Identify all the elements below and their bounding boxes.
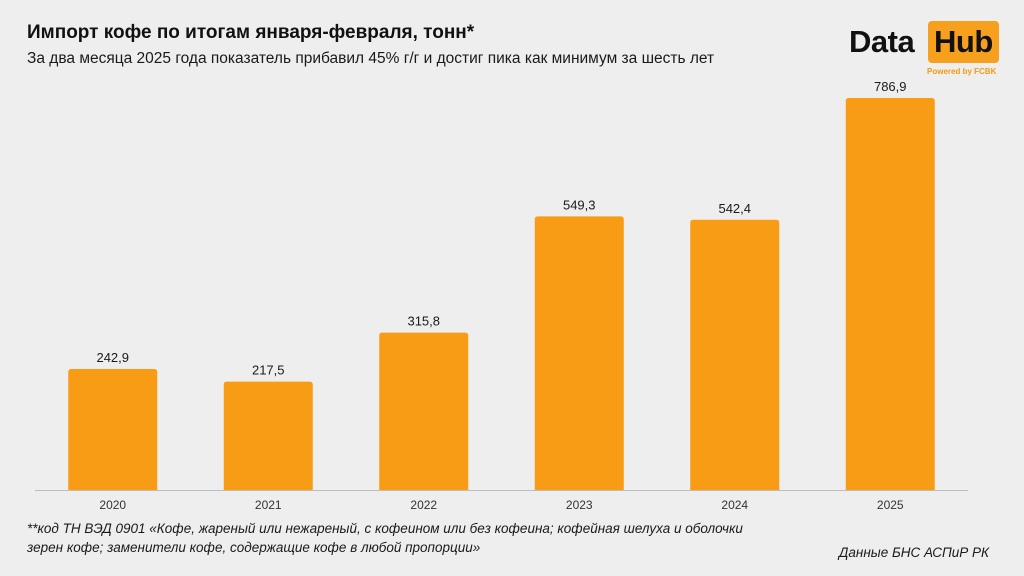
source-note: Данные БНС АСПиР РК (838, 545, 989, 560)
x-tick-label-2022: 2022 (410, 498, 437, 512)
bar-2023 (534, 216, 624, 490)
value-label-2025: 786,9 (874, 79, 907, 94)
x-tick-label-2023: 2023 (566, 498, 593, 512)
chart-subtitle: За два месяца 2025 года показатель приба… (27, 50, 715, 67)
value-label-2023: 549,3 (563, 197, 596, 212)
x-tick-label-2025: 2025 (877, 498, 904, 512)
x-tick-label-2020: 2020 (99, 498, 126, 512)
logo-word-data: Data (849, 24, 915, 59)
chart-title: Импорт кофе по итогам января-февраля, то… (27, 22, 475, 43)
value-label-2022: 315,8 (407, 314, 440, 329)
logo-hub-box: Hub (928, 21, 999, 63)
datahub-logo: Data Hub Powered by FCBK (849, 20, 1001, 80)
footnote-line-1: **код ТН ВЭД 0901 «Кофе, жареный или неж… (27, 521, 743, 536)
value-label-2020: 242,9 (96, 350, 129, 365)
bar-2022 (379, 332, 469, 490)
logo-word-hub: Hub (934, 24, 993, 59)
value-label-2024: 542,4 (718, 201, 751, 216)
bar-2024 (690, 219, 780, 490)
bar-2021 (223, 381, 313, 490)
x-tick-label-2024: 2024 (721, 498, 748, 512)
bar-2020 (68, 368, 158, 490)
x-tick-label-2021: 2021 (255, 498, 282, 512)
footnote-line-2: зерен кофе; заменители кофе, содержащие … (27, 540, 481, 555)
value-label-2021: 217,5 (252, 363, 285, 378)
footnote: **код ТН ВЭД 0901 «Кофе, жареный или неж… (27, 519, 787, 557)
logo-tagline: Powered by FCBK (927, 67, 997, 76)
bar-2025 (845, 98, 935, 490)
